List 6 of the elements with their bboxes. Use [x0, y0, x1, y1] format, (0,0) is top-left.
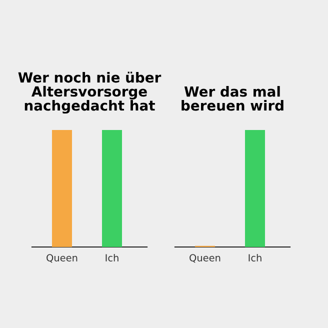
x-tick-label: Ich	[248, 254, 262, 262]
chart-title: Wer noch nie über Altersvorsorge nachgedacht hat	[18, 72, 162, 114]
x-tick-label: Queen	[46, 254, 78, 263]
x-tick-label: Ich	[106, 254, 118, 262]
x-tick-label: Queen	[190, 254, 220, 263]
chart-title: Wer das mal bereuen wird	[182, 86, 284, 111]
